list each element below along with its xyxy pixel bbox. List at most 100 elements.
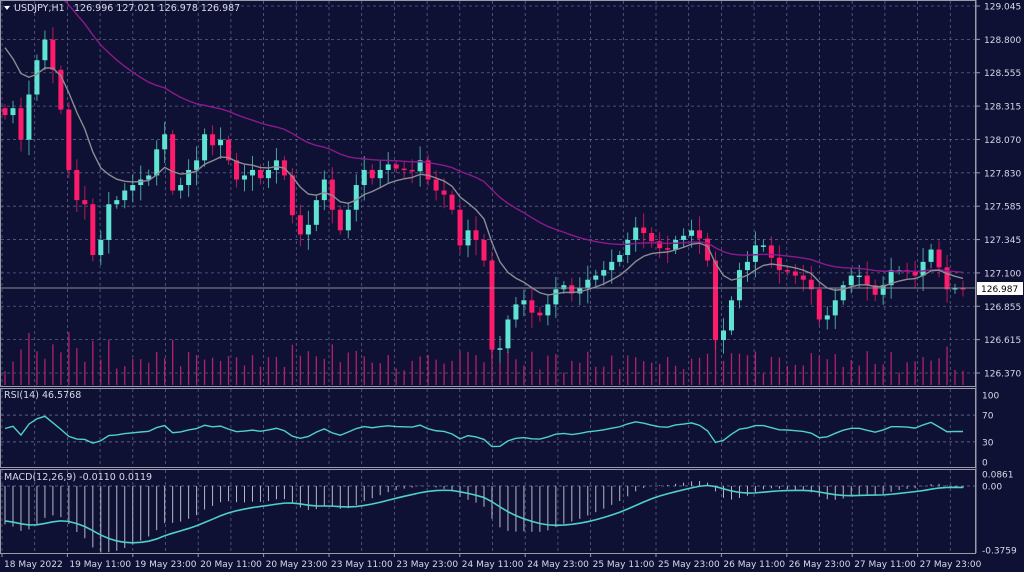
candle-body xyxy=(792,271,798,276)
y-tick-label: 127.345 xyxy=(984,236,1021,246)
candle-body xyxy=(465,230,471,246)
candle-body xyxy=(936,249,942,268)
candle-body xyxy=(673,239,679,250)
x-tick-label: 27 May 11:00 xyxy=(854,560,916,570)
candle-body xyxy=(824,315,830,320)
x-tick-label: 20 May 23:00 xyxy=(266,560,328,570)
candle-body xyxy=(377,169,383,179)
candle-body xyxy=(329,179,335,210)
candle-body xyxy=(162,134,168,150)
x-tick-label: 20 May 11:00 xyxy=(200,560,262,570)
candle-body xyxy=(665,248,671,250)
candle-body xyxy=(50,39,56,70)
candle-body xyxy=(401,168,407,171)
candle-body xyxy=(10,108,16,116)
candle-body xyxy=(840,285,846,301)
candle-body xyxy=(848,275,854,286)
x-tick-label: 26 May 23:00 xyxy=(789,560,851,570)
candle-body xyxy=(218,139,224,146)
candle-body xyxy=(74,169,80,201)
candle-body xyxy=(649,233,655,242)
x-tick-label: 25 May 11:00 xyxy=(593,560,655,570)
candle-body xyxy=(305,224,311,235)
candle-body xyxy=(513,304,519,320)
macd-tick-label: -0.3759 xyxy=(982,547,1017,557)
candle-body xyxy=(58,69,64,110)
candle-body xyxy=(385,164,391,170)
y-tick-label: 127.100 xyxy=(984,269,1021,279)
candle-body xyxy=(609,261,615,271)
main-panel-frame xyxy=(0,0,976,387)
candle-body xyxy=(577,287,583,294)
candle-body xyxy=(98,239,104,256)
x-tick-label: 23 May 23:00 xyxy=(396,560,458,570)
candle-body xyxy=(689,230,695,236)
candle-body xyxy=(273,160,279,170)
rsi-panel xyxy=(4,415,964,448)
candle-body xyxy=(202,134,208,161)
candle-body xyxy=(90,204,96,256)
candle-body xyxy=(82,200,88,205)
candle-body xyxy=(529,300,535,313)
candle-body xyxy=(505,319,511,349)
candle-body xyxy=(210,134,216,146)
candle-body xyxy=(481,239,487,261)
candle-body xyxy=(601,270,607,276)
time-axis[interactable]: 18 May 2022 19 May 11:00 19 May 23:00 20 Ma… xyxy=(1,553,982,570)
candle-body xyxy=(561,285,567,290)
x-tick-label: 25 May 23:00 xyxy=(658,560,720,570)
rsi-panel-frame xyxy=(0,388,976,468)
candle-body xyxy=(681,235,687,240)
macd-tick-label: 0.0861 xyxy=(982,471,1014,481)
candle-body xyxy=(265,169,271,179)
candle-body xyxy=(960,287,966,290)
candle-body xyxy=(449,194,455,210)
candle-body xyxy=(832,300,838,316)
candle-body xyxy=(617,255,623,262)
candle-body xyxy=(721,330,726,341)
candle-body xyxy=(928,249,934,262)
candle-body xyxy=(369,169,375,179)
dropdown-triangle-icon[interactable] xyxy=(4,6,10,10)
candle-body xyxy=(321,179,327,201)
candle-body xyxy=(800,275,806,280)
y-tick-label: 127.830 xyxy=(984,169,1021,179)
candle-body xyxy=(497,348,503,350)
price-axis[interactable]: 129.045 128.800 128.555 128.315 128.070 127.8… xyxy=(975,0,1021,557)
candle-body xyxy=(18,108,24,140)
x-tick-label: 18 May 2022 xyxy=(4,560,63,570)
candle-body xyxy=(657,241,663,249)
candle-body xyxy=(641,227,647,234)
candle-body xyxy=(744,261,750,271)
candle-body xyxy=(585,279,591,288)
macd-signal-line xyxy=(4,484,964,544)
candle-body xyxy=(697,230,703,239)
ma-fast-line xyxy=(4,47,964,296)
candle-body xyxy=(170,134,176,191)
candle-body xyxy=(920,261,926,276)
y-tick-label: 126.615 xyxy=(984,336,1021,346)
candle-body xyxy=(888,270,894,286)
candle-body xyxy=(106,204,112,240)
candle-body xyxy=(457,209,463,246)
x-tick-label: 24 May 23:00 xyxy=(527,560,589,570)
candle-body xyxy=(944,267,950,290)
rsi-title: RSI(14) 46.5768 xyxy=(4,390,81,401)
candle-body xyxy=(521,300,527,305)
y-tick-label: 127.585 xyxy=(984,203,1021,213)
y-tick-label: 126.855 xyxy=(984,303,1021,313)
candle-body xyxy=(433,179,439,191)
candles xyxy=(2,27,966,364)
candle-body xyxy=(864,275,870,286)
candle-body xyxy=(808,279,814,290)
candle-body xyxy=(122,190,128,201)
candle-body xyxy=(872,285,878,295)
candle-body xyxy=(728,300,734,331)
rsi-tick-label: 70 xyxy=(982,412,994,422)
candle-body xyxy=(130,185,136,191)
candle-body xyxy=(146,175,152,180)
candle-body xyxy=(912,271,918,276)
candle-body xyxy=(26,94,32,140)
candle-body xyxy=(768,245,774,258)
